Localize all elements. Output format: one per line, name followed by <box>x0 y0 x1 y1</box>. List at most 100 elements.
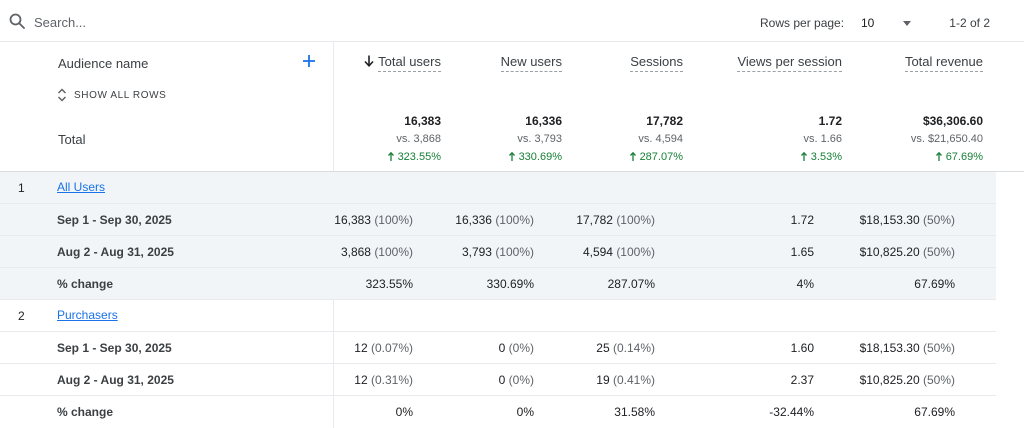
expand-icon <box>57 88 67 102</box>
total-value: 16,383 <box>404 114 441 128</box>
column-header-views-per-session[interactable]: Views per session <box>737 54 842 72</box>
table-cell: $18,153.30 (50%) <box>860 213 955 227</box>
cell-value: 16,383 <box>334 213 371 227</box>
arrow-up-icon <box>508 152 515 161</box>
cell-value: 67.69% <box>914 405 955 419</box>
cell-percent: (100%) <box>374 245 413 259</box>
cell-percent: (0.31%) <box>370 373 413 387</box>
cell-value: -32.44% <box>769 405 814 419</box>
row-index: 2 <box>18 309 25 323</box>
column-header-sessions[interactable]: Sessions <box>630 54 683 72</box>
table-cell: 4,594 (100%) <box>583 245 655 259</box>
table-toolbar: Rows per page: 10 1-2 of 2 <box>0 0 1024 42</box>
cell-percent: (100%) <box>495 245 534 259</box>
group-link-purchasers[interactable]: Purchasers <box>57 308 118 322</box>
table-cell: 31.58% <box>614 405 655 419</box>
table-cell: 0 (0%) <box>499 341 534 355</box>
arrow-down-icon <box>364 55 374 67</box>
total-comparison: vs. 3,868 <box>396 133 441 145</box>
total-change: 330.69% <box>508 151 562 163</box>
table-cell: 323.55% <box>366 277 413 291</box>
table-row: Aug 2 - Aug 31, 2025 3,868 (100%) 3,793 … <box>0 236 996 268</box>
table-cell: 1.72 <box>791 213 814 227</box>
row-label: % change <box>57 405 114 419</box>
arrow-up-icon <box>387 152 394 161</box>
cell-percent: (0%) <box>508 341 534 355</box>
add-dimension-icon[interactable] <box>302 54 316 68</box>
rows-per-page-select[interactable]: 10 <box>858 10 914 34</box>
table-cell: 25 (0.14%) <box>596 341 655 355</box>
table-cell: 17,782 (100%) <box>576 213 655 227</box>
cell-value: 0 <box>498 341 506 355</box>
table-cell: 67.69% <box>914 277 955 291</box>
cell-value: 16,336 <box>455 213 492 227</box>
total-change-value: 287.07% <box>639 151 683 163</box>
group-row-purchasers: 2 Purchasers <box>0 300 996 332</box>
total-value: 17,782 <box>646 114 683 128</box>
total-change: 323.55% <box>387 151 441 163</box>
total-value: $36,306.60 <box>922 114 983 128</box>
cell-percent: (50%) <box>922 341 955 355</box>
table-cell: 1.65 <box>791 245 814 259</box>
cell-value: 323.55% <box>365 277 413 291</box>
cell-percent: (100%) <box>374 213 413 227</box>
total-change: 287.07% <box>629 151 683 163</box>
audience-name-header: Audience name <box>58 56 149 71</box>
total-comparison: vs. $21,650.40 <box>910 133 983 145</box>
total-change-value: 3.53% <box>810 151 842 163</box>
table-cell: 3,868 (100%) <box>341 245 413 259</box>
table-row: Sep 1 - Sep 30, 2025 16,383 (100%) 16,33… <box>0 204 996 236</box>
cell-value: $10,825.20 <box>859 245 920 259</box>
search-input[interactable] <box>34 11 334 33</box>
table-cell: -32.44% <box>769 405 814 419</box>
total-value: 16,336 <box>525 114 562 128</box>
cell-percent: (0.41%) <box>612 373 655 387</box>
table-cell: 0% <box>517 405 534 419</box>
table-cell: 19 (0.41%) <box>596 373 655 387</box>
show-all-rows-label: SHOW ALL ROWS <box>74 90 167 101</box>
table-row: Sep 1 - Sep 30, 2025 12 (0.07%) 0 (0%) 2… <box>0 332 996 364</box>
column-header-label: New users <box>500 54 562 72</box>
total-comparison: vs. 1.66 <box>803 133 842 145</box>
total-change-value: 67.69% <box>945 151 983 163</box>
total-comparison: vs. 4,594 <box>638 133 683 145</box>
arrow-up-icon <box>629 152 636 161</box>
cell-percent: (0.07%) <box>370 341 413 355</box>
table-cell: 12 (0.07%) <box>354 341 413 355</box>
table-cell: 0 (0%) <box>499 373 534 387</box>
column-header-new-users[interactable]: New users <box>500 54 562 72</box>
table-cell: $10,825.20 (50%) <box>860 245 955 259</box>
table-cell: 12 (0.31%) <box>354 373 413 387</box>
total-change-value: 330.69% <box>518 151 562 163</box>
arrow-up-icon <box>935 152 942 161</box>
column-header-total-revenue[interactable]: Total revenue <box>904 54 983 72</box>
pagination-range: 1-2 of 2 <box>949 16 990 30</box>
table-cell: 3,793 (100%) <box>462 245 534 259</box>
cell-percent: (100%) <box>616 245 655 259</box>
cell-value: 0 <box>498 373 506 387</box>
cell-percent: (0.14%) <box>612 341 655 355</box>
column-header-label: Sessions <box>630 54 683 72</box>
total-label: Total <box>58 132 86 147</box>
rows-per-page-value: 10 <box>861 16 875 30</box>
cell-value: 287.07% <box>607 277 655 291</box>
cell-percent: (100%) <box>495 213 534 227</box>
total-value: 1.72 <box>818 114 842 128</box>
cell-value: 19 <box>596 373 610 387</box>
column-header-total-users[interactable]: Total users <box>364 54 441 72</box>
row-label: Sep 1 - Sep 30, 2025 <box>57 341 172 355</box>
column-header-label: Total users <box>378 54 441 72</box>
group-row-all-users: 1 All Users <box>0 172 996 204</box>
cell-value: 1.65 <box>790 245 814 259</box>
row-label: Sep 1 - Sep 30, 2025 <box>57 213 172 227</box>
cell-percent: (0%) <box>508 373 534 387</box>
cell-value: 25 <box>596 341 610 355</box>
table-cell: 330.69% <box>487 277 534 291</box>
table-cell: 16,383 (100%) <box>334 213 413 227</box>
group-link-all-users[interactable]: All Users <box>57 180 106 194</box>
cell-percent: (100%) <box>616 213 655 227</box>
table-cell: 0% <box>396 405 413 419</box>
column-header-label: Total revenue <box>904 54 983 72</box>
total-change-value: 323.55% <box>397 151 441 163</box>
row-label: % change <box>57 277 114 291</box>
